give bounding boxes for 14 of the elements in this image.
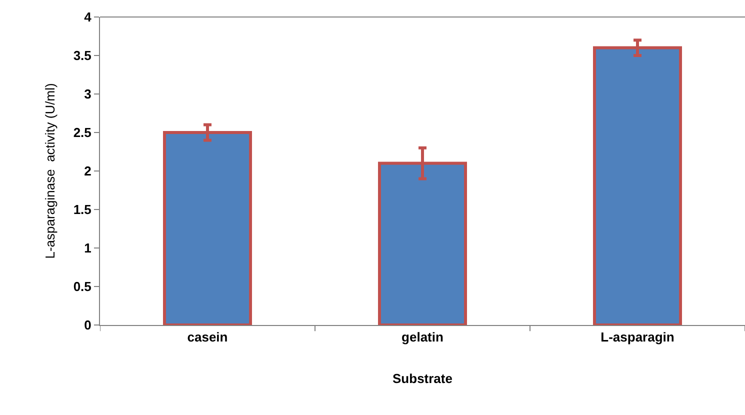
y-axis-title: L-asparaginase activity (U/ml) [42,83,58,259]
x-axis-title: Substrate [392,371,452,386]
y-tick-label: 2 [84,164,92,179]
y-tick-label: 0.5 [73,279,92,294]
y-tick-label: 4 [84,10,92,25]
y-tick-label: 2.5 [73,125,92,140]
x-tick-label: gelatin [402,330,444,345]
y-tick-label: 1 [84,240,92,256]
y-tick-label: 3 [84,86,92,102]
x-tick-label: L-asparagin [600,330,674,345]
y-tick-label: 1.5 [73,202,92,218]
x-tick-label: casein [187,330,228,345]
y-tick-label: 3.5 [73,48,92,64]
y-tick-label: 0 [84,318,92,333]
